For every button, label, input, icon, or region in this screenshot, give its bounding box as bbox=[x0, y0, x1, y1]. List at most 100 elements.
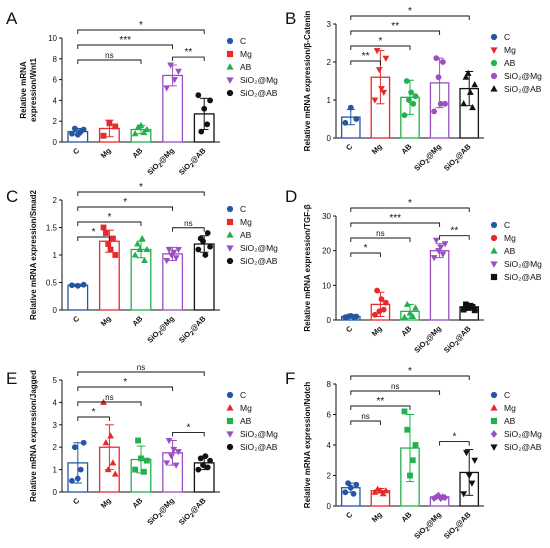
data-point bbox=[471, 307, 478, 314]
significance-bracket bbox=[350, 375, 470, 380]
data-point bbox=[439, 251, 447, 258]
panel-letter: E bbox=[6, 369, 17, 388]
data-point bbox=[380, 306, 387, 313]
legend-label: SiO₂@Mg bbox=[504, 71, 542, 81]
data-point bbox=[431, 108, 437, 115]
data-point bbox=[435, 74, 442, 81]
significance-label: ** bbox=[451, 226, 459, 237]
y-tick-label: 5 bbox=[53, 376, 58, 385]
data-point bbox=[412, 442, 419, 448]
legend-label: Mg bbox=[240, 49, 252, 59]
significance-bracket bbox=[77, 206, 174, 211]
significance-bracket bbox=[350, 405, 411, 410]
data-point bbox=[141, 256, 148, 264]
significance-label: * bbox=[139, 20, 143, 31]
y-tick-label: 8 bbox=[327, 380, 332, 389]
data-point bbox=[112, 123, 119, 130]
data-point bbox=[202, 252, 209, 258]
data-point bbox=[432, 237, 440, 244]
data-point bbox=[170, 249, 178, 256]
data-point bbox=[132, 466, 139, 473]
significance-label: * bbox=[92, 227, 96, 238]
data-point bbox=[466, 88, 474, 95]
significance-bracket bbox=[77, 29, 205, 34]
data-point bbox=[440, 59, 446, 65]
data-point bbox=[71, 125, 78, 132]
significance-label: * bbox=[408, 6, 412, 17]
data-point bbox=[406, 309, 414, 316]
legend-marker bbox=[226, 257, 234, 265]
data-point bbox=[353, 481, 360, 488]
legend-label: SiO₂@AB bbox=[240, 442, 278, 452]
data-point bbox=[74, 475, 81, 482]
data-point bbox=[141, 468, 147, 475]
legend-label: SiO₂@Mg bbox=[240, 243, 278, 253]
significance-label: ns bbox=[361, 412, 369, 421]
data-point bbox=[140, 129, 148, 136]
y-tick-label: 0 bbox=[53, 306, 58, 315]
data-point bbox=[382, 55, 390, 62]
y-axis-label: Relative mRNA expression/Notch bbox=[303, 382, 312, 509]
legend-label: SiO₂@AB bbox=[504, 442, 542, 452]
y-tick-label: 8 bbox=[53, 55, 58, 64]
data-point bbox=[380, 89, 388, 97]
significance-label: ** bbox=[362, 51, 370, 62]
data-point bbox=[471, 81, 479, 88]
data-point bbox=[412, 304, 419, 311]
significance-label: ns bbox=[137, 363, 145, 372]
panel-f: F 0 2 4 6 8 Relative mRNA expression/Notch C Mg A… bbox=[285, 366, 542, 543]
x-tick-label: SiO2@AB bbox=[442, 510, 475, 543]
legend-label: Mg bbox=[504, 233, 516, 243]
significance-bracket bbox=[77, 191, 205, 196]
x-tick-label: AB bbox=[130, 146, 144, 160]
data-point bbox=[80, 126, 87, 133]
legend-label: C bbox=[240, 204, 246, 214]
y-tick-label: 2 bbox=[53, 117, 58, 126]
legend-marker bbox=[226, 431, 234, 438]
x-tick-label: Mg bbox=[370, 142, 384, 156]
x-tick-label: C bbox=[71, 496, 82, 507]
data-point bbox=[100, 224, 107, 231]
data-point bbox=[80, 439, 87, 446]
data-point bbox=[379, 490, 387, 497]
data-point bbox=[111, 470, 119, 477]
y-tick-label: 0 bbox=[53, 138, 58, 147]
legend-marker bbox=[226, 443, 234, 451]
y-axis-label: Relative mRNA expression/Jagged bbox=[29, 370, 38, 502]
data-point bbox=[442, 100, 449, 107]
data-point bbox=[69, 130, 75, 137]
data-point bbox=[100, 132, 107, 139]
legend-label: C bbox=[504, 220, 510, 230]
data-point bbox=[102, 439, 110, 446]
significance-bracket bbox=[350, 207, 470, 212]
data-point bbox=[163, 257, 171, 265]
data-point bbox=[200, 462, 206, 469]
x-tick-label: Mg bbox=[370, 510, 384, 524]
data-point bbox=[168, 453, 175, 460]
data-point bbox=[195, 246, 202, 253]
significance-bracket bbox=[77, 386, 174, 391]
data-point bbox=[195, 466, 202, 473]
significance-label: * bbox=[408, 198, 412, 209]
y-axis-label: expression/Wnt1 bbox=[29, 57, 38, 122]
significance-bracket bbox=[350, 237, 411, 242]
legend-marker bbox=[490, 404, 498, 411]
data-point bbox=[106, 120, 113, 127]
data-point bbox=[138, 455, 144, 462]
x-tick-label: AB bbox=[130, 314, 144, 328]
x-tick-label: SiO2@AB bbox=[442, 142, 475, 175]
y-tick-label: 0 bbox=[53, 488, 58, 497]
legend-label: SiO₂@AB bbox=[504, 272, 542, 282]
data-point bbox=[134, 240, 141, 247]
significance-bracket bbox=[350, 15, 470, 20]
legend-marker bbox=[490, 234, 498, 242]
y-tick-label: 20 bbox=[322, 247, 331, 256]
significance-bracket bbox=[77, 371, 205, 376]
legend-marker bbox=[490, 391, 498, 399]
y-tick-label: 3 bbox=[327, 20, 332, 29]
legend-marker bbox=[490, 59, 498, 67]
x-tick-label: SiO2@Mg bbox=[412, 142, 444, 174]
y-axis-label: Relative mRNA expression/β-Catenin bbox=[303, 11, 312, 152]
legend-marker bbox=[490, 444, 498, 451]
data-point bbox=[405, 97, 412, 103]
